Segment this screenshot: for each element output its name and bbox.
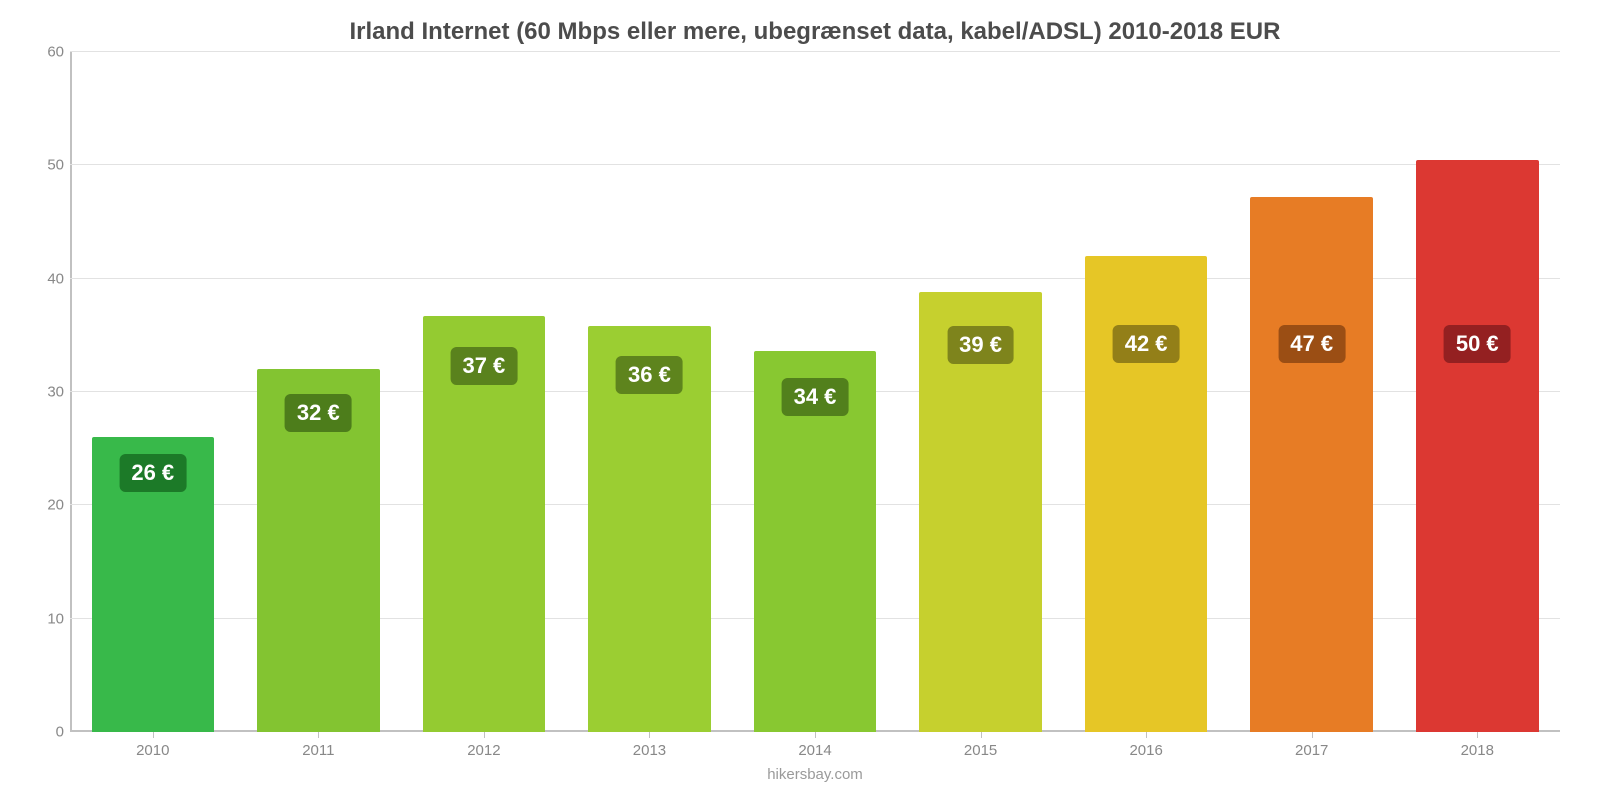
x-tick-label: 2015 [964,742,997,759]
bar: 42 € [1085,256,1208,732]
bar-value-label: 34 € [782,378,849,416]
y-tick-label: 40 [34,270,64,287]
bar-value-label: 32 € [285,394,352,432]
bar-value-label: 26 € [119,454,186,492]
x-tick-label: 2018 [1461,742,1494,759]
y-tick-label: 10 [34,610,64,627]
x-tick [1477,732,1478,738]
x-tick [318,732,319,738]
x-tick [153,732,154,738]
x-tick [815,732,816,738]
x-tick-label: 2016 [1129,742,1162,759]
x-tick-label: 2017 [1295,742,1328,759]
x-tick-label: 2013 [633,742,666,759]
bar: 50 € [1416,160,1539,732]
y-tick-label: 20 [34,497,64,514]
bar: 37 € [423,316,546,732]
bar-value-label: 37 € [450,347,517,385]
bar-slot: 26 €2010 [70,52,236,732]
x-tick [484,732,485,738]
chart-title: Irland Internet (60 Mbps eller mere, ube… [70,18,1560,46]
y-tick-label: 50 [34,157,64,174]
y-tick-label: 0 [34,724,64,741]
x-tick [1146,732,1147,738]
x-tick-label: 2011 [302,742,334,759]
bar-value-label: 36 € [616,356,683,394]
x-tick [649,732,650,738]
bar-slot: 32 €2011 [236,52,402,732]
bar: 34 € [754,351,877,732]
bar-value-label: 47 € [1278,325,1345,363]
chart-container: Irland Internet (60 Mbps eller mere, ube… [0,0,1600,800]
bar-slot: 42 €2016 [1063,52,1229,732]
bar: 39 € [919,292,1042,732]
bar-value-label: 50 € [1444,325,1511,363]
bar-slot: 50 €2018 [1395,52,1561,732]
bar: 36 € [588,326,711,732]
bar: 32 € [257,369,380,732]
bars-group: 26 €201032 €201137 €201236 €201334 €2014… [70,52,1560,732]
x-tick [981,732,982,738]
bar-value-label: 39 € [947,326,1014,364]
bar: 26 € [92,437,215,732]
y-tick-label: 30 [34,384,64,401]
bar-slot: 36 €2013 [567,52,733,732]
y-tick-label: 60 [34,44,64,61]
bar-slot: 34 €2014 [732,52,898,732]
x-tick-label: 2012 [467,742,500,759]
bar-value-label: 42 € [1113,325,1180,363]
bar-slot: 39 €2015 [898,52,1064,732]
x-tick-label: 2010 [136,742,169,759]
bar-slot: 37 €2012 [401,52,567,732]
bar-slot: 47 €2017 [1229,52,1395,732]
x-tick [1312,732,1313,738]
bar: 47 € [1250,197,1373,732]
x-tick-label: 2014 [798,742,831,759]
source-label: hikersbay.com [70,766,1560,783]
plot-area: 26 €201032 €201137 €201236 €201334 €2014… [70,52,1560,732]
